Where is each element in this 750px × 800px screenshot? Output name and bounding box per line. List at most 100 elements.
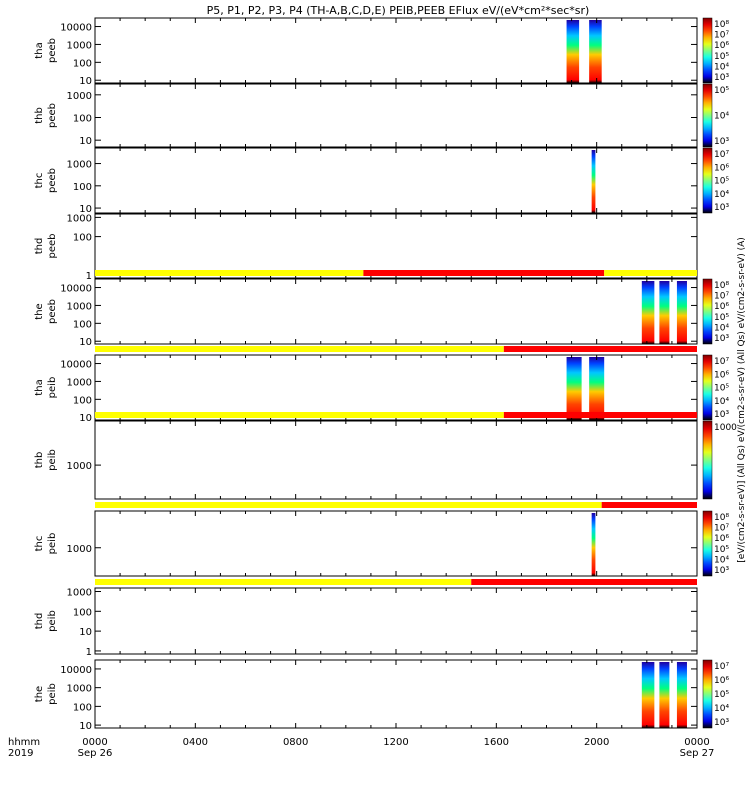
status-bar-red <box>503 412 697 418</box>
panel-thc-peeb: 10 100 1000 thc peeb 10⁷ 10⁶ 10⁵ 10⁴ 10³ <box>34 147 729 215</box>
panel-frame <box>94 510 698 577</box>
y-tick-label: 100 <box>73 395 92 406</box>
y-tick-label: 100 <box>73 319 92 330</box>
colorbar-label: 10⁷ <box>714 524 729 534</box>
y-tick-label: 1000 <box>67 301 92 312</box>
status-bar-yellow <box>95 412 504 418</box>
colorbar-label: 10³ <box>714 203 729 213</box>
colorbar-label: 10⁸ <box>714 513 729 523</box>
y-tick-label: 10000 <box>60 360 92 371</box>
colorbar <box>702 17 713 84</box>
probe-label: tha <box>34 42 45 58</box>
y-tick-label: 1000 <box>67 461 92 472</box>
colorbar-label: 10⁶ <box>714 676 729 686</box>
date-start: Sep 26 <box>78 748 113 759</box>
x-tick-label: 1600 <box>484 737 509 748</box>
y-tick-label: 1000 <box>67 587 92 598</box>
y-tick-label: 10 <box>79 204 92 215</box>
panel-tha-peib: 10 100 1000 10000 tha peib 10⁷ 10⁶ 10⁵ 10⁴ 10³ <box>34 346 729 424</box>
x-tick-label: 0000 <box>82 737 107 748</box>
panel-frame <box>94 587 698 655</box>
y-tick-label: 10000 <box>60 284 92 295</box>
colorbar-label: 1000 <box>714 423 737 433</box>
colorbar-label: 10⁶ <box>714 370 729 380</box>
spectrogram-band <box>566 20 580 83</box>
y-tick-label: 10 <box>79 337 92 348</box>
colorbar <box>702 659 713 729</box>
status-bar-yellow <box>95 502 602 508</box>
y-tick-label: 10 <box>79 136 92 147</box>
colorbar-label: 10⁵ <box>714 690 729 700</box>
colorbar-label: 10⁷ <box>714 357 729 367</box>
y-tick-label: 100 <box>73 113 92 124</box>
x-tick-label: 1200 <box>383 737 408 748</box>
species-label: peib <box>47 449 58 471</box>
corner-label-hhmm: hhmm <box>8 737 40 748</box>
y-tick-label: 1000 <box>67 377 92 388</box>
colorbar-label: 10³ <box>714 137 729 147</box>
status-bar-red <box>601 502 697 508</box>
y-tick-label: 1 <box>86 271 92 282</box>
status-bar-yellow <box>604 270 697 276</box>
panel-frame <box>94 354 698 421</box>
species-label: peib <box>47 683 58 705</box>
status-bar-red <box>503 346 697 352</box>
species-label: peeb <box>47 299 58 324</box>
probe-label: the <box>34 686 45 702</box>
spectrogram-band <box>676 281 687 344</box>
x-tick-label: 0800 <box>283 737 308 748</box>
spectrogram-band <box>591 150 596 213</box>
colorbar-label: 10⁷ <box>714 662 729 672</box>
species-label: peeb <box>47 168 58 193</box>
status-bar-yellow <box>95 346 504 352</box>
panel-frame <box>94 659 698 729</box>
status-bar-red <box>471 579 697 585</box>
date-end: Sep 27 <box>680 748 715 759</box>
y-tick-label: 10 <box>79 721 92 732</box>
x-tick-label: 0400 <box>183 737 208 748</box>
colorbar-label: 10⁴ <box>714 704 729 714</box>
corner-label-year: 2019 <box>8 748 33 759</box>
status-bar-red <box>363 270 605 276</box>
colorbar-label: 10⁴ <box>714 555 729 565</box>
probe-label: thb <box>34 107 45 124</box>
y-tick-label: 100 <box>73 702 92 713</box>
panel-thb-peeb: 10 100 1000 thb peeb 10⁵ 10⁴ 10³ <box>34 83 729 148</box>
y-tick-label: 10000 <box>60 23 92 34</box>
colorbar-label: 10⁵ <box>714 177 729 187</box>
spectrogram-band <box>589 357 605 420</box>
status-bar-yellow <box>95 579 472 585</box>
colorbar-label: 10⁵ <box>714 86 729 96</box>
y-tick-label: 1000 <box>67 160 92 171</box>
colorbar-label: 10⁶ <box>714 163 729 173</box>
colorbar-label: 10⁴ <box>714 323 729 333</box>
colorbar-label: 10⁵ <box>714 384 729 394</box>
probe-label: thb <box>34 452 45 469</box>
colorbar <box>702 510 713 577</box>
probe-label: thd <box>34 238 45 255</box>
y-tick-label: 100 <box>73 182 92 193</box>
panel-frame <box>94 420 698 500</box>
y-tick-label: 100 <box>73 233 92 244</box>
colorbar-label: 10⁷ <box>714 150 729 160</box>
y-tick-label: 100 <box>73 58 92 69</box>
colorbar-label: 10⁶ <box>714 534 729 544</box>
spectrogram-band <box>641 281 655 344</box>
colorbar <box>702 147 713 214</box>
colorbar-label: 10⁶ <box>714 41 729 51</box>
y-tick-label: 1000 <box>67 91 92 102</box>
spectrogram-band <box>566 357 582 420</box>
panel-frame <box>94 213 698 279</box>
y-tick-label: 100 <box>73 607 92 618</box>
y-tick-label: 1000 <box>67 213 92 224</box>
panel-thb-peib: 1000 thb peib 1000 <box>34 412 737 500</box>
colorbar <box>702 420 713 500</box>
x-tick-label: 2000 <box>584 737 609 748</box>
colorbar-label: 10³ <box>714 410 729 420</box>
colorbar-label: 10⁸ <box>714 20 729 30</box>
y-tick-label: 10000 <box>60 665 92 676</box>
y-tick-label: 10 <box>79 413 92 424</box>
panel-the-peib: 10 100 1000 10000 the peib 10⁷ 10⁶ 10⁵ 10⁴ 10³ <box>34 659 729 732</box>
